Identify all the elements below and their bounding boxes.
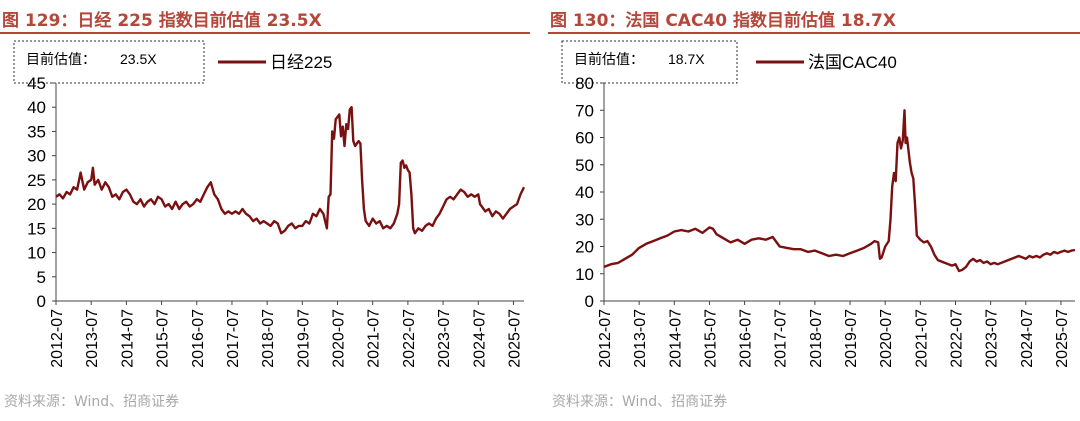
x-tick-label: 2018-07 — [260, 309, 277, 368]
chart-panel-cac40: 图 130：法国 CAC40 指数目前估值 18.7X 目前估值： 18.7X 法国… — [548, 0, 1080, 421]
annotation-value: 18.7X — [668, 51, 705, 67]
annotation-value: 23.5X — [120, 51, 157, 67]
source-note: 资料来源：Wind、招商证券 — [4, 394, 180, 410]
source-note: 资料来源：Wind、招商证券 — [552, 394, 728, 410]
cac40-pe-chart: 目前估值： 18.7X 法国CAC40 0 10 20 30 40 50 60 70 80 2012-0… — [561, 40, 1076, 368]
y-tick-label: 5 — [37, 268, 46, 287]
x-tick-label: 2019-07 — [295, 309, 312, 368]
x-tick-label: 2023-07 — [984, 309, 1001, 368]
figure-title: 图 129：日经 225 指数目前估值 23.5X — [2, 11, 322, 31]
y-tick-label: 80 — [575, 74, 594, 93]
x-tick-label: 2014-07 — [667, 309, 684, 368]
y-tick-label: 40 — [575, 183, 594, 202]
x-tick-label: 2017-07 — [773, 309, 790, 368]
annotation-box — [561, 40, 738, 84]
annotation-box — [13, 40, 205, 84]
x-tick-label: 2025-07 — [506, 309, 523, 368]
y-tick-label: 70 — [575, 101, 594, 120]
x-tick-label: 2021-07 — [366, 309, 383, 368]
y-tick-label: 60 — [575, 129, 594, 148]
x-tick-label: 2015-07 — [702, 309, 719, 368]
annotation-label: 目前估值： — [26, 51, 96, 68]
y-tick-label: 0 — [585, 292, 594, 311]
x-tick-label: 2025-07 — [1054, 309, 1071, 368]
series-line — [55, 106, 526, 235]
y-tick-label: 15 — [27, 219, 46, 238]
series-line — [603, 109, 1076, 273]
y-tick-label: 0 — [37, 292, 46, 311]
x-tick-label: 2018-07 — [808, 309, 825, 368]
x-tick-label: 2013-07 — [632, 309, 649, 368]
x-tick-label: 2017-07 — [225, 309, 242, 368]
y-tick-label: 30 — [27, 147, 46, 166]
x-tick-label: 2023-07 — [436, 309, 453, 368]
y-tick-label: 10 — [575, 265, 594, 284]
y-tick-label: 10 — [27, 244, 46, 263]
x-tick-label: 2016-07 — [738, 309, 755, 368]
chart-panel-nikkei: 图 129：日经 225 指数目前估值 23.5X 目前估值： 23.5X 日经22… — [0, 0, 530, 421]
x-tick-label: 2021-07 — [913, 309, 930, 368]
x-tick-label: 2019-07 — [843, 309, 860, 368]
y-tick-label: 40 — [27, 98, 46, 117]
y-tick-label: 25 — [27, 171, 46, 190]
x-tick-label: 2015-07 — [155, 309, 172, 368]
y-tick-label: 20 — [27, 195, 46, 214]
x-tick-label: 2020-07 — [878, 309, 895, 368]
x-tick-label: 2016-07 — [190, 309, 207, 368]
annotation-label: 目前估值： — [574, 51, 644, 68]
y-tick-label: 45 — [27, 74, 46, 93]
nikkei-pe-chart: 目前估值： 23.5X 日经225 0 5 10 15 20 25 30 35 40 45 2012-07… — [13, 40, 526, 368]
y-tick-label: 30 — [575, 210, 594, 229]
x-tick-label: 2014-07 — [119, 309, 136, 368]
title-rule — [548, 32, 1080, 34]
x-tick-label: 2012-07 — [597, 309, 614, 368]
figure-title: 图 130：法国 CAC40 指数目前估值 18.7X — [550, 11, 896, 31]
y-tick-label: 35 — [27, 122, 46, 141]
x-tick-label: 2024-07 — [1019, 309, 1036, 368]
legend-label: 日经225 — [270, 53, 332, 72]
y-tick-label: 50 — [575, 156, 594, 175]
x-tick-label: 2012-07 — [49, 309, 66, 368]
title-rule — [0, 32, 530, 34]
x-tick-label: 2022-07 — [401, 309, 418, 368]
y-tick-label: 20 — [575, 238, 594, 257]
x-tick-label: 2020-07 — [331, 309, 348, 368]
x-tick-label: 2022-07 — [948, 309, 965, 368]
legend-label: 法国CAC40 — [808, 53, 897, 72]
x-tick-label: 2024-07 — [471, 309, 488, 368]
x-tick-label: 2013-07 — [84, 309, 101, 368]
